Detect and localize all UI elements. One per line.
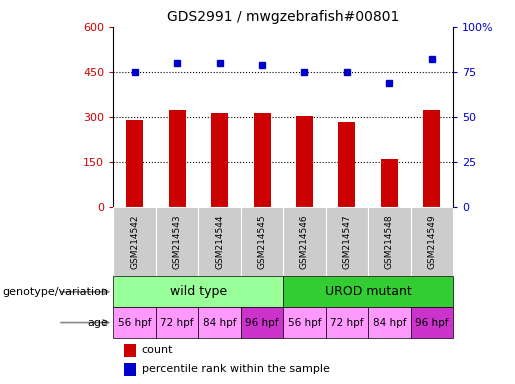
Text: 96 hpf: 96 hpf: [245, 318, 279, 328]
Bar: [410, 207, 453, 276]
Text: genotype/variation: genotype/variation: [2, 287, 108, 297]
Text: GSM214545: GSM214545: [258, 215, 266, 269]
Bar: [283, 307, 325, 338]
Bar: [113, 207, 156, 276]
Bar: [241, 207, 283, 276]
Text: 72 hpf: 72 hpf: [330, 318, 364, 328]
Text: 72 hpf: 72 hpf: [160, 318, 194, 328]
Bar: [156, 307, 198, 338]
Text: 96 hpf: 96 hpf: [415, 318, 449, 328]
Text: UROD mutant: UROD mutant: [325, 285, 411, 298]
Text: count: count: [142, 345, 173, 355]
Bar: [126, 120, 143, 207]
Text: age: age: [87, 318, 108, 328]
Bar: [113, 307, 156, 338]
Text: GSM214548: GSM214548: [385, 215, 394, 269]
Bar: [410, 307, 453, 338]
Text: 56 hpf: 56 hpf: [288, 318, 321, 328]
Bar: [198, 307, 241, 338]
Bar: [113, 276, 283, 307]
Text: GSM214546: GSM214546: [300, 215, 309, 269]
Bar: [296, 116, 313, 207]
Bar: [283, 207, 325, 276]
Text: GSM214543: GSM214543: [173, 215, 181, 269]
Text: 84 hpf: 84 hpf: [373, 318, 406, 328]
Bar: [325, 307, 368, 338]
Bar: [325, 207, 368, 276]
Bar: [338, 122, 355, 207]
Bar: [283, 276, 453, 307]
Bar: [368, 307, 410, 338]
Bar: [253, 113, 270, 207]
Title: GDS2991 / mwgzebrafish#00801: GDS2991 / mwgzebrafish#00801: [167, 10, 400, 24]
Bar: [381, 159, 398, 207]
Text: 84 hpf: 84 hpf: [203, 318, 236, 328]
Text: GSM214544: GSM214544: [215, 215, 224, 269]
Text: GSM214549: GSM214549: [427, 215, 436, 269]
Text: 56 hpf: 56 hpf: [118, 318, 151, 328]
Bar: [156, 207, 198, 276]
Text: wild type: wild type: [170, 285, 227, 298]
Bar: [198, 207, 241, 276]
Text: GSM214547: GSM214547: [342, 215, 351, 269]
Bar: [241, 307, 283, 338]
Text: percentile rank within the sample: percentile rank within the sample: [142, 364, 330, 374]
Bar: [211, 113, 228, 207]
Bar: [368, 207, 410, 276]
Text: GSM214542: GSM214542: [130, 215, 139, 269]
Bar: [423, 109, 440, 207]
Bar: [168, 109, 185, 207]
